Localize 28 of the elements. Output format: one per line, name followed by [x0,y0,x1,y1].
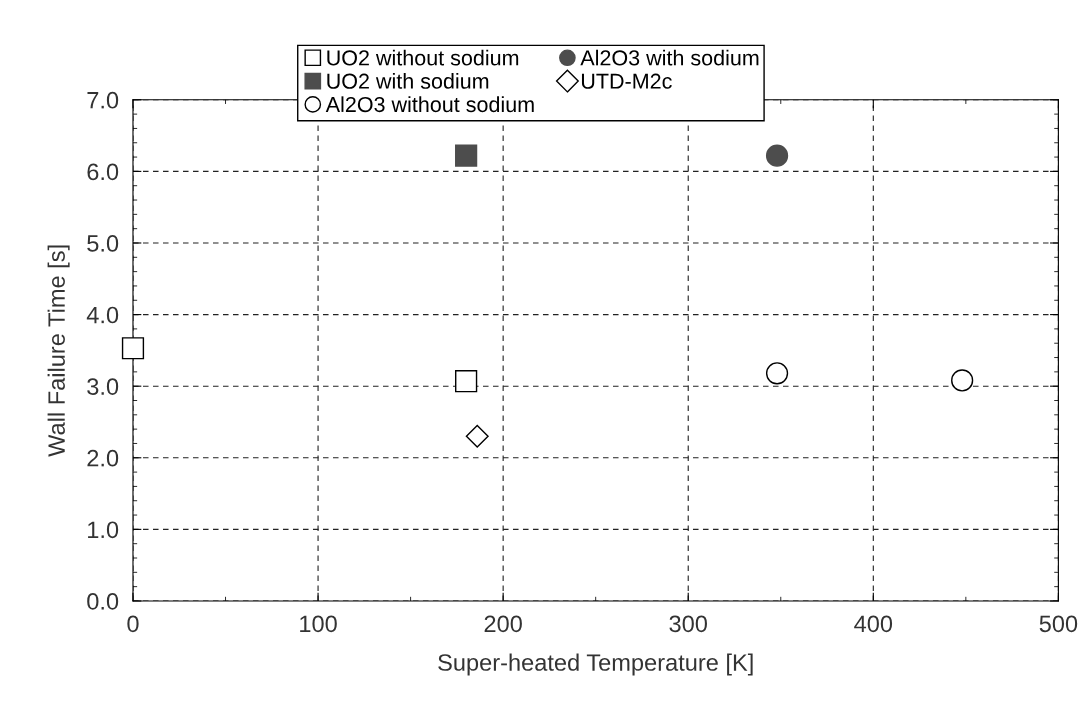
legend-label: UTD-M2c [581,73,672,89]
x-tick-label: 200 [484,615,522,633]
point [951,369,974,392]
y-tick-label: 2.0 [87,449,119,467]
x-tick-label: 400 [854,615,893,633]
legend-label: Al2O3 without sodium [325,96,534,113]
x-tick-label: 0 [127,615,139,633]
point [465,424,489,448]
x-axis-title: Super-heated Temperature [K] [438,653,753,676]
legend-label: Al2O3 with sodium [580,49,759,66]
y-tick-label: 6.0 [87,163,119,181]
y-axis-title: Wall Failure Time [s] [47,245,70,457]
point [455,370,478,393]
x-tick-label: 300 [669,615,707,633]
y-tick-label: 7.0 [87,91,119,109]
y-tick-label: 0.0 [87,593,119,610]
y-tick-label: 1.0 [88,521,119,539]
point [765,362,789,385]
point [765,144,789,167]
y-tick-label: 4.0 [86,306,119,324]
legend-label: UO2 with sodium [327,73,489,89]
x-tick-label: 100 [300,615,337,633]
point [121,337,145,360]
legend-label: UO2 without sodium [327,49,519,66]
y-tick-label: 5.0 [87,235,119,252]
y-tick-label: 3.0 [87,378,119,395]
x-tick-label: 500 [1039,615,1078,633]
point [455,144,478,167]
